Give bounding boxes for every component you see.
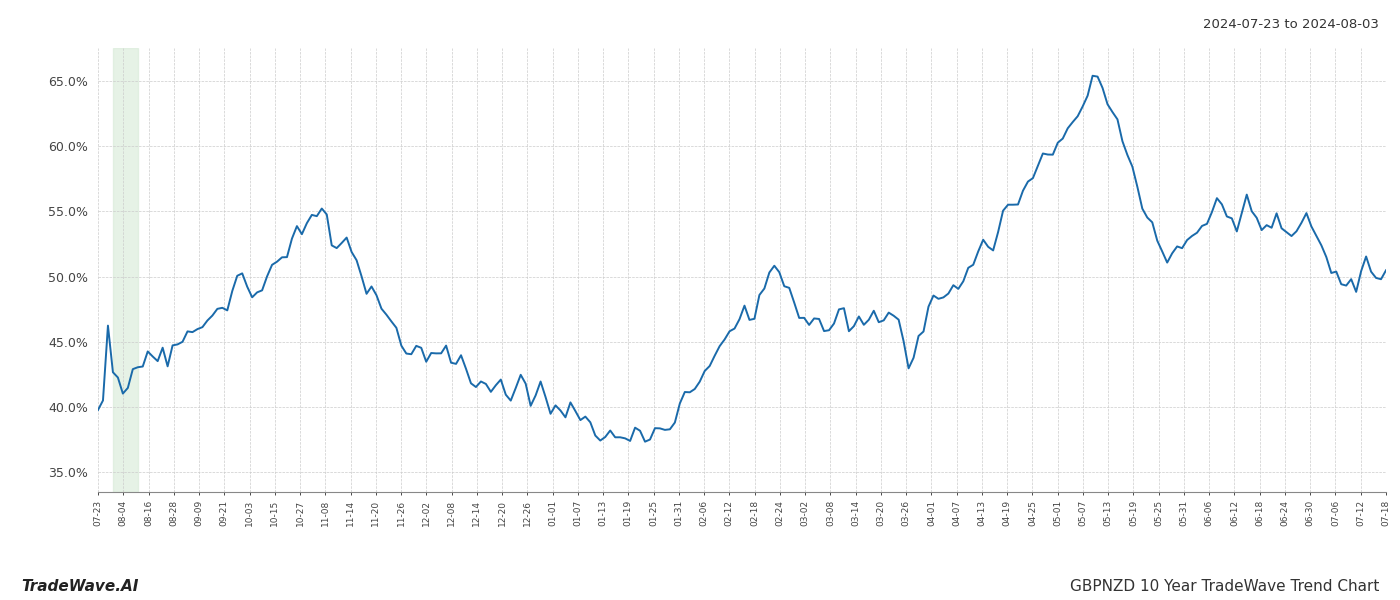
Text: TradeWave.AI: TradeWave.AI <box>21 579 139 594</box>
Bar <box>113 48 137 492</box>
Text: GBPNZD 10 Year TradeWave Trend Chart: GBPNZD 10 Year TradeWave Trend Chart <box>1070 579 1379 594</box>
Text: 2024-07-23 to 2024-08-03: 2024-07-23 to 2024-08-03 <box>1203 18 1379 31</box>
